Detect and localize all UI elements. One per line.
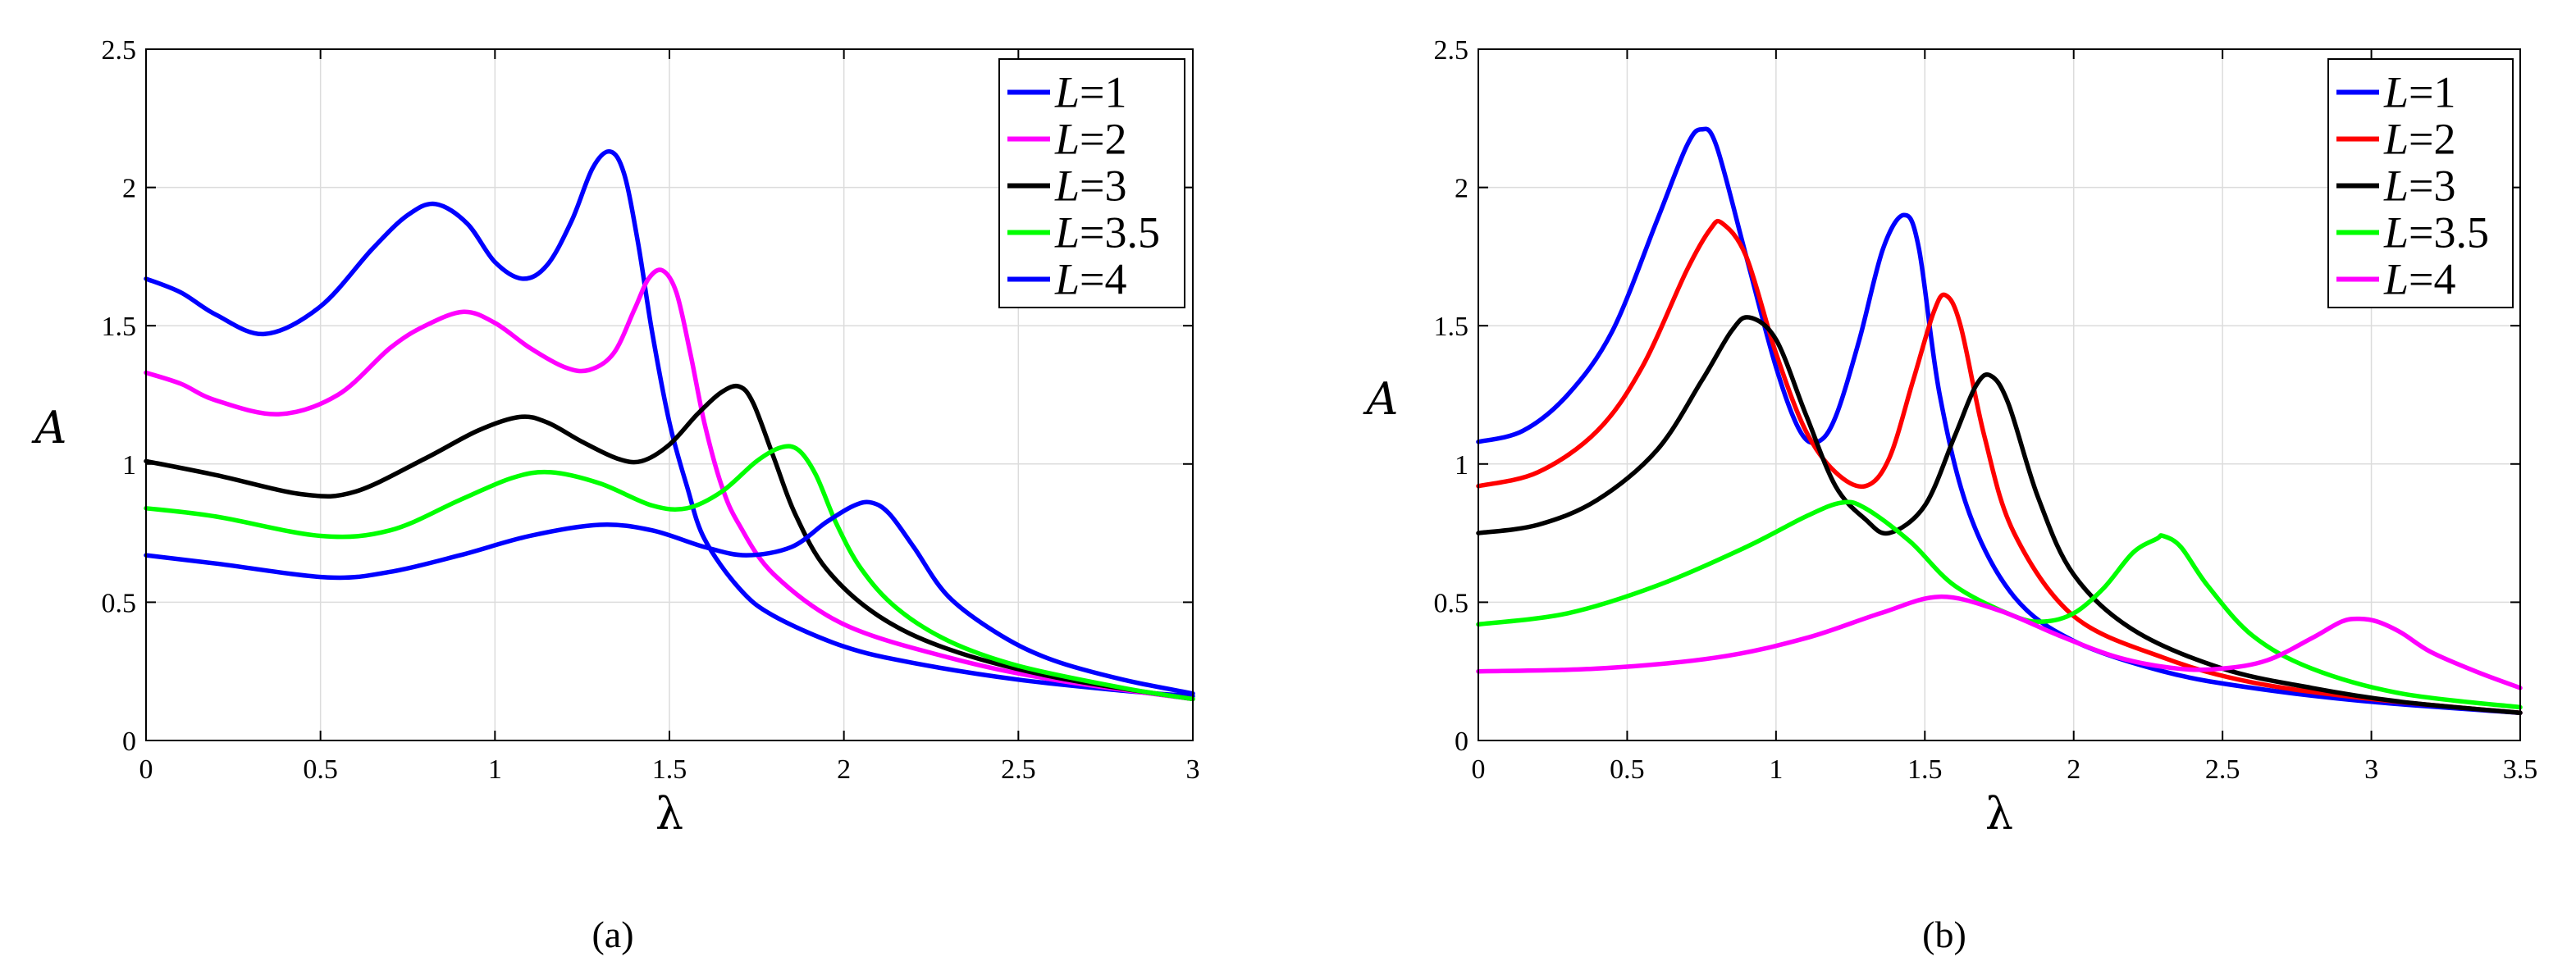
- legend-entry: L=2: [1054, 115, 1127, 164]
- legend-entry-var: L: [2383, 68, 2409, 117]
- y-tick-label: 2: [122, 174, 136, 204]
- legend-entry: L=2: [2383, 115, 2456, 164]
- series-line-L-1: [144, 148, 1195, 699]
- series-line-L-3-5: [1476, 499, 2523, 710]
- y-tick-label: 1.5: [102, 312, 137, 342]
- x-axis-label: λ: [1985, 788, 2013, 840]
- y-tick-label: 2: [1455, 174, 1468, 204]
- legend-entry-var: L: [2383, 208, 2409, 257]
- legend-entry: L=4: [2383, 255, 2456, 304]
- y-tick-label: 1.5: [1434, 312, 1469, 342]
- x-tick-label: 0.5: [303, 754, 338, 785]
- legend-entry-value: =3: [1080, 162, 1126, 211]
- legend-entry: L=3.5: [2383, 208, 2489, 257]
- x-tick-label: 1.5: [1907, 754, 1943, 785]
- panel-caption: (a): [591, 914, 633, 955]
- legend-entry-var: L: [1054, 68, 1080, 117]
- legend-entry: L=1: [1054, 68, 1127, 117]
- legend-entry: L=1: [2383, 68, 2456, 117]
- x-tick-label: 2: [837, 754, 851, 785]
- panel-b: 0 0.5 1 1.5 2 2.5 3 3.500.511.522.5λA(b)L=1L=2L…: [1363, 35, 2538, 955]
- series-line-L-3: [1476, 315, 2523, 716]
- legend-entry-var: L: [2383, 162, 2409, 211]
- legend-entry-var: L: [2383, 115, 2409, 164]
- x-tick-label: 1: [488, 754, 502, 785]
- y-tick-label: 0: [1455, 727, 1468, 757]
- legend-entry-value: =4: [1080, 255, 1126, 304]
- series-line-L-2: [144, 267, 1195, 702]
- legend-entry-var: L: [1054, 162, 1080, 211]
- x-tick-label: 1.5: [652, 754, 687, 785]
- x-tick-label: 2.5: [2205, 754, 2240, 785]
- y-axis-label: A: [1363, 373, 1399, 425]
- x-tick-label: 2.5: [1001, 754, 1036, 785]
- legend-entry-value: =4: [2409, 255, 2455, 304]
- legend-entry: L=4: [1054, 255, 1127, 304]
- legend-entry-value: =3.5: [2409, 208, 2489, 257]
- plot-frame: [1478, 48, 2521, 741]
- y-tick-label: 0.5: [102, 588, 137, 618]
- legend-entry: L=3.5: [1054, 208, 1160, 257]
- y-tick-label: 0.5: [1434, 588, 1469, 618]
- panel-a: 0 0.5 1 1.5 2 2.5 300.511.522.5λA(a)L=1L=2L=3L…: [31, 35, 1200, 955]
- legend-entry-value: =1: [1080, 68, 1126, 117]
- series-line-L-4: [144, 499, 1195, 696]
- x-tick-label: 0.5: [1610, 754, 1645, 785]
- legend-entry-var: L: [1054, 208, 1080, 257]
- legend-entry-var: L: [1054, 115, 1080, 164]
- legend-entry-value: =3.5: [1080, 208, 1160, 257]
- series-line-L-3-5: [144, 444, 1195, 702]
- legend-entry-value: =2: [2409, 115, 2455, 164]
- legend-entry-value: =3: [2409, 162, 2455, 211]
- x-tick-label: 3.5: [2503, 754, 2538, 785]
- y-tick-label: 0: [122, 727, 136, 757]
- x-tick-label: 3: [1186, 754, 1200, 785]
- x-tick-label: 3: [2364, 754, 2378, 785]
- legend-entry-value: =2: [1080, 115, 1126, 164]
- y-tick-label: 2.5: [102, 35, 137, 66]
- x-axis-label: λ: [655, 788, 683, 840]
- y-tick-label: 2.5: [1434, 35, 1469, 66]
- legend-entry-var: L: [2383, 255, 2409, 304]
- legend-entry-value: =1: [2409, 68, 2455, 117]
- panel-caption: (b): [1922, 914, 1966, 955]
- series-line-L-3: [144, 383, 1195, 702]
- x-tick-label: 0: [139, 754, 153, 785]
- x-tick-label: 1: [1769, 754, 1783, 785]
- y-tick-label: 1: [1455, 450, 1468, 481]
- x-tick-label: 2: [2067, 754, 2080, 785]
- x-tick-label: 0: [1472, 754, 1486, 785]
- legend-entry-var: L: [1054, 255, 1080, 304]
- y-axis-label: A: [31, 402, 67, 453]
- series-line-L-2: [1476, 218, 2523, 716]
- legend-entry: L=3: [2383, 162, 2456, 211]
- series-line-L-4: [1476, 594, 2523, 690]
- legend-entry: L=3: [1054, 162, 1127, 211]
- y-tick-label: 1: [122, 450, 136, 481]
